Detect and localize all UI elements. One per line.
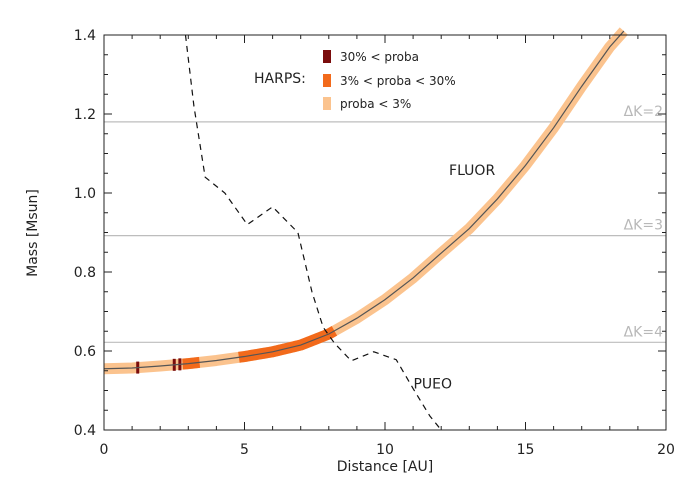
- fluor-curve: [103, 30, 625, 370]
- x-tick-label: 10: [376, 442, 394, 458]
- annotation-pueo: PUEO: [413, 377, 452, 393]
- y-axis-label: Mass [Msun]: [25, 189, 41, 277]
- legend-swatch: [323, 97, 331, 110]
- legend-label: 30% < proba: [340, 50, 419, 64]
- x-tick-label: 5: [240, 442, 249, 458]
- axis-ticks: 0 5 10 15 20 0.4 0.6 0.8 1.0 1.2 1.4: [74, 28, 675, 458]
- series-lines: [103, 30, 625, 431]
- annotations: FLUOR PUEO: [413, 163, 495, 392]
- x-tick-label: 0: [100, 442, 109, 458]
- y-tick-label: 0.8: [74, 265, 96, 281]
- legend: HARPS: 30% < proba 3% < proba < 30% proba <…: [254, 50, 456, 111]
- y-tick-label: 0.6: [74, 344, 96, 360]
- x-tick-label: 20: [657, 442, 675, 458]
- reference-line-label: ΔK=2: [624, 104, 663, 120]
- y-tick-label: 1.2: [74, 107, 96, 123]
- y-tick-label: 1.0: [74, 186, 96, 202]
- legend-swatch: [323, 74, 331, 87]
- x-tick-label: 15: [517, 442, 535, 458]
- legend-title: HARPS:: [254, 71, 306, 87]
- fluor-band-mid: [235, 326, 338, 363]
- legend-label: 3% < proba < 30%: [340, 74, 456, 88]
- y-tick-label: 1.4: [74, 28, 96, 44]
- reference-line-label: ΔK=3: [624, 218, 663, 234]
- legend-label: proba < 3%: [340, 97, 411, 111]
- annotation-fluor: FLUOR: [449, 163, 495, 179]
- reference-line-label: ΔK=4: [624, 324, 663, 340]
- pueo-curve: [184, 34, 442, 431]
- y-tick-label: 0.4: [74, 423, 96, 439]
- x-axis-label: Distance [AU]: [337, 459, 433, 475]
- legend-swatch: [323, 50, 331, 63]
- reference-lines: ΔK=2 ΔK=3 ΔK=4: [104, 104, 666, 343]
